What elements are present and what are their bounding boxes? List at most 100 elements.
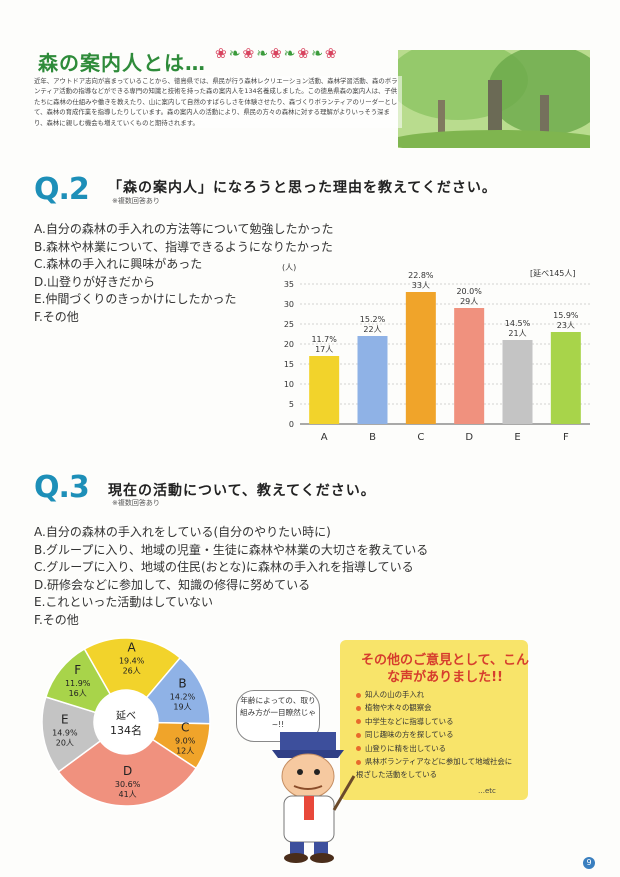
callout-item-text: 同じ趣味の方を探している (365, 730, 454, 740)
q3-option: A.自分の森林の手入れをしている(自分のやりたい時に) (34, 525, 331, 539)
bar (454, 308, 485, 424)
bar (357, 336, 388, 424)
pie-percent-label: 14.9% (52, 728, 78, 737)
pie-category-label: B (178, 676, 186, 690)
callout-item: 県林ボランティアなどに参加して地域社会に根ざした活動をしている (356, 755, 516, 782)
opinions-callout (340, 640, 528, 800)
pie-center-label: 延べ (116, 710, 136, 722)
y-axis-label: (人) (282, 263, 296, 272)
flower-icon: ❀ (269, 46, 284, 62)
callout-list: 知人の山の手入れ 植物や木々の観察会 中学生などに指導している 同じ趣味の方を探… (356, 688, 516, 782)
q2-option: C.森林の手入れに興味があった (34, 257, 203, 271)
bar-count-label: 29人 (460, 297, 478, 306)
callout-etc: …etc (478, 787, 496, 795)
pie-percent-label: 19.4% (119, 656, 145, 665)
pie-category-label: E (61, 712, 69, 726)
total-label: [延べ145人] (530, 268, 576, 278)
pie-center (95, 691, 157, 753)
x-tick-label: A (321, 432, 328, 443)
x-tick-label: B (369, 432, 376, 443)
q2-number: Q.2 (34, 172, 90, 207)
bullet-icon (356, 732, 361, 738)
pie-count-label: 12人 (176, 746, 194, 755)
q3-option: F.その他 (34, 612, 79, 627)
bar-count-label: 23人 (557, 321, 575, 330)
q2-bar-chart: (人)[延べ145人]0510152025303511.7%17人A15.2%2… (282, 263, 590, 443)
professor-mascot-icon (272, 732, 356, 863)
pie-category-label: A (128, 640, 137, 654)
bullet-icon (356, 746, 361, 752)
callout-item-text: 知人の山の手入れ (365, 690, 425, 699)
pie-category-label: C (181, 720, 189, 734)
callout-item-text: 植物や木々の観察会 (365, 703, 432, 713)
y-tick-label: 15 (284, 360, 294, 369)
intro-text: 近年、アウトドア志向が高まっていることから、徳島県では、県民が行う森林レクリエー… (34, 76, 402, 129)
y-tick-label: 0 (289, 420, 294, 429)
bullet-icon (356, 719, 361, 725)
y-tick-label: 35 (284, 280, 294, 289)
bar-count-label: 33人 (412, 281, 430, 290)
bullet-icon (356, 759, 361, 765)
flower-icon: ❀ (242, 46, 257, 62)
pie-category-label: D (123, 764, 132, 778)
x-tick-label: C (417, 432, 424, 443)
callout-item: 山登りに精を出している (356, 742, 516, 755)
flower-icon: ❀ (324, 46, 339, 62)
bar (309, 356, 340, 424)
flower-icon: ❀ (297, 46, 312, 62)
x-tick-label: D (465, 432, 473, 443)
pie-count-label: 16人 (69, 689, 87, 698)
q3-title: 現在の活動について、教えてください。 (108, 483, 376, 499)
bar-percent-label: 11.7% (311, 335, 337, 344)
callout-item: 中学生などに指導している (356, 715, 516, 728)
x-tick-label: E (514, 432, 520, 443)
pie-count-label: 26人 (123, 666, 141, 675)
q2-options: A.自分の森林の手入れの方法等について勉強したかった B.森林や林業について、指… (34, 221, 333, 326)
bar (502, 340, 533, 424)
callout-item-text: 山登りに精を出している (365, 743, 447, 753)
pie-percent-label: 9.0% (175, 736, 196, 745)
bar-percent-label: 22.8% (408, 271, 434, 280)
q3-number: Q.3 (34, 470, 90, 505)
pie-percent-label: 14.2% (170, 692, 196, 701)
bar-count-label: 17人 (315, 345, 333, 354)
pie-count-label: 41人 (119, 790, 137, 799)
q2-option: B.森林や林業について、指導できるようになりたかった (34, 239, 333, 254)
bar-percent-label: 15.2% (360, 315, 386, 324)
leaf-icon: ❧ (283, 46, 298, 62)
q2-note: ※複数回答あり (112, 197, 160, 205)
bullet-icon (356, 705, 361, 711)
pie-category-label: F (74, 663, 81, 677)
callout-item: 同じ趣味の方を探している (356, 728, 516, 741)
intro-title: 森の案内人とは… (38, 51, 206, 75)
pie-center-label: 134名 (110, 723, 142, 737)
q2-option: A.自分の森林の手入れの方法等について勉強したかった (34, 222, 334, 236)
q2-title: 「森の案内人」になろうと思った理由を教えてください。 (108, 180, 497, 196)
bar-count-label: 21人 (508, 329, 526, 338)
bar-count-label: 22人 (363, 325, 381, 334)
callout-title: その他のご意見として、こんな声がありました!! (361, 653, 529, 685)
pie-slice (83, 637, 182, 699)
callout-item: 知人の山の手入れ (356, 688, 516, 701)
q3-option: C.グループに入り、地域の住民(おとな)に森林の手入れを指導している (34, 560, 414, 574)
bar (405, 292, 436, 424)
q3-option: B.グループに入り、地域の児童・生徒に森林や林業の大切さを教えている (34, 542, 429, 557)
y-tick-label: 10 (284, 380, 294, 389)
q3-option: E.これといった活動はしていない (34, 595, 214, 609)
bullet-icon (356, 692, 361, 698)
y-tick-label: 5 (289, 400, 294, 409)
y-tick-label: 30 (284, 300, 294, 309)
q3-note: ※複数回答あり (112, 499, 160, 507)
y-tick-label: 20 (284, 340, 294, 349)
callout-item: 植物や木々の観察会 (356, 701, 516, 714)
q2-option: E.仲間づくりのきっかけにしたかった (34, 292, 237, 306)
callout-item-text: 県林ボランティアなどに参加して地域社会に根ざした活動をしている (356, 757, 513, 780)
bar-percent-label: 14.5% (505, 319, 531, 328)
pie-slice (57, 738, 198, 807)
pie-percent-label: 11.9% (65, 679, 91, 688)
page-number: 9 (583, 857, 595, 869)
q2-option: F.その他 (34, 309, 79, 324)
leaf-icon: ❧ (228, 46, 243, 62)
pie-percent-label: 30.6% (115, 780, 141, 789)
